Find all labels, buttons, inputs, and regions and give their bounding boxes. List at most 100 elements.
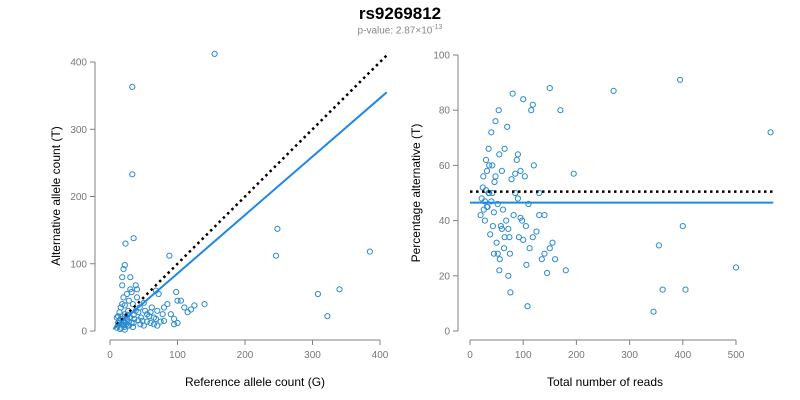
panel-1-x-tick-label: 200 <box>237 350 254 361</box>
panel-1-data-point <box>113 314 120 321</box>
figure-title: rs9269812 <box>358 4 442 23</box>
panel-2-data-point <box>498 225 505 232</box>
panel-2-data-point <box>488 129 495 136</box>
panel-1-data-point <box>155 290 162 298</box>
panel-2-data-point <box>491 178 498 186</box>
panel-2-x-tick-label: 300 <box>621 350 638 361</box>
panel-2-data-point <box>541 212 548 219</box>
panel-1-data-point <box>119 274 126 281</box>
panel-1-data-point <box>129 83 136 91</box>
panel-2-data-point <box>533 228 540 235</box>
panel-1-data-point <box>140 299 147 306</box>
panel-2-data-point <box>477 212 484 219</box>
panel-1-data-point <box>130 235 137 242</box>
panel-2-data-point <box>610 87 617 95</box>
panel-1-data-point <box>133 294 141 301</box>
panel-2-data-point <box>570 170 577 177</box>
panel-1-data-point <box>181 304 188 311</box>
figure-subtitle: p-value: 2.87×10-13 <box>0 24 800 36</box>
panel-2-y-tick-label: 20 <box>439 271 451 282</box>
panel-1-y-axis-title: Alternative allele count (T) <box>49 126 63 265</box>
panel-1-data-point <box>132 282 139 289</box>
panel-2-data-point <box>557 107 564 114</box>
panel-2-x-tick-label: 200 <box>568 350 585 361</box>
panel-2-data-point <box>483 167 491 174</box>
panel-1-data-point <box>119 282 126 289</box>
panel-2-data-point <box>498 167 505 174</box>
panel-2-data-point <box>526 245 533 252</box>
panel-1-data-point <box>191 302 198 309</box>
panel-2-data-point <box>494 200 501 208</box>
panel-1-data-point <box>166 252 173 259</box>
panel-1-data-point <box>273 252 280 259</box>
panel-2-data-point <box>541 250 548 257</box>
panel-2-data-point <box>505 225 512 232</box>
panel-1-x-axis-title: Reference allele count (G) <box>185 375 325 389</box>
panel-2-data-point <box>496 151 503 158</box>
panel-1-data-point <box>366 248 373 255</box>
panel-2-x-tick-label: 100 <box>515 350 532 361</box>
panel-1-data-point <box>201 301 208 308</box>
panel-2-data-point <box>501 145 508 152</box>
panel-2-data-point <box>528 107 535 114</box>
panel-2-data-point <box>513 156 520 163</box>
panel-1-data-point <box>128 288 135 296</box>
panel-2-data-point <box>489 162 496 169</box>
panel-1-data-point <box>336 286 343 293</box>
panel-1-data-point <box>274 225 281 232</box>
panel-1-data-point <box>159 311 166 318</box>
panel-2-data-point <box>510 212 517 219</box>
panel-2-data-point <box>552 256 559 263</box>
panel-1-data-point <box>150 321 157 328</box>
panel-2-data-point <box>500 245 508 252</box>
panel-1-data-point <box>164 301 171 308</box>
panel-1-data-point <box>174 319 181 326</box>
panel-1-data-point <box>130 319 137 326</box>
panel-1-data-point <box>171 321 178 328</box>
panel-1-data-point <box>148 304 155 311</box>
panel-1-data-point <box>115 313 122 320</box>
panel-1-x-tick-label: 300 <box>304 350 321 361</box>
panel-1-data-point <box>324 313 331 320</box>
panel-2-data-point <box>487 231 494 238</box>
panel-2-data-point <box>495 107 502 114</box>
panel-1-data-point <box>121 262 128 269</box>
panel-2-data-point <box>650 308 657 315</box>
panel-2-y-tick-label: 100 <box>433 51 450 62</box>
panel-2-y-tick-label: 40 <box>439 216 451 227</box>
panel-2-data-point <box>529 234 536 241</box>
panel-2-data-point <box>489 189 496 197</box>
panel-2-data-point <box>520 96 527 103</box>
panel-1-data-point <box>154 307 161 314</box>
panel-1-data-point <box>129 301 136 308</box>
panel-2-data-point <box>503 217 510 224</box>
panel-2-data-point <box>508 176 515 183</box>
panel-2-data-point <box>682 286 689 293</box>
panel-2-data-point <box>517 214 524 221</box>
panel-1-data-point <box>122 240 129 247</box>
panel-2-data-point <box>546 85 553 92</box>
panel-1-data-point <box>140 322 147 329</box>
panel-2-data-point <box>490 250 497 257</box>
panel-1-data-point <box>187 306 195 313</box>
panel-1-data-point <box>142 307 149 314</box>
panel-2-data-point <box>521 173 528 180</box>
panel-2-data-point <box>509 90 516 97</box>
panel-1-y-tick-label: 400 <box>70 58 87 69</box>
panel-2-data-point <box>536 212 543 219</box>
panel-1-data-point <box>121 326 128 333</box>
panel-2-data-point <box>544 269 551 277</box>
panel-1-data-point <box>133 286 141 293</box>
panel-2-data-point <box>496 256 503 263</box>
panel-2-data-point <box>485 145 492 152</box>
panel-1-data-point <box>154 322 161 329</box>
panel-1-x-tick-label: 400 <box>372 350 389 361</box>
panel-2-data-point <box>481 198 488 205</box>
panel-2-data-point <box>679 223 686 230</box>
panel-2-x-tick-label: 400 <box>674 350 691 361</box>
panel-2-data-point <box>655 242 663 249</box>
panel-2-data-point <box>493 239 500 246</box>
panel-1-y-tick-label: 100 <box>70 259 87 270</box>
panel-2-data-point <box>546 245 553 252</box>
